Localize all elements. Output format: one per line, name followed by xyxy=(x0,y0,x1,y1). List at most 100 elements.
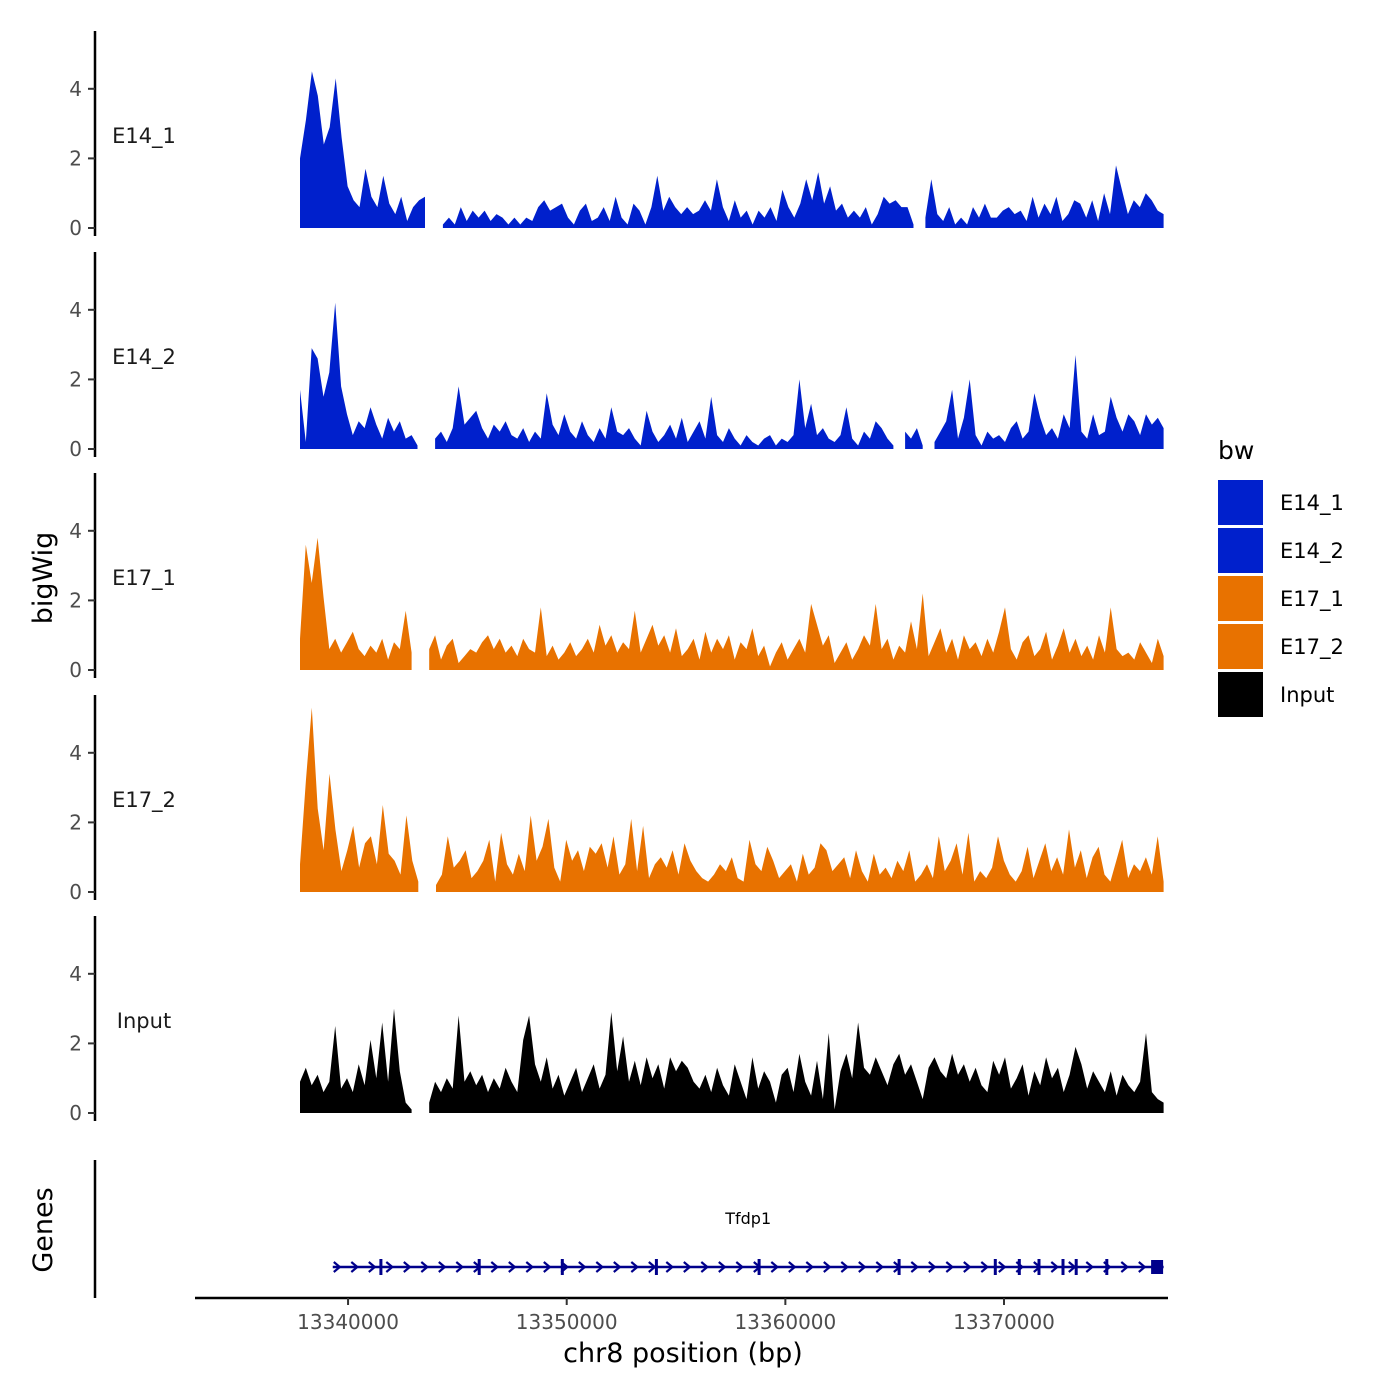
exon-mark xyxy=(1074,1259,1078,1275)
signal-area-Input xyxy=(300,1008,1164,1113)
legend-entry-label: E14_1 xyxy=(1280,491,1344,516)
y-axis-title: bigWig xyxy=(28,532,59,625)
strand-arrow-icon xyxy=(368,1261,377,1273)
legend: bw E14_1 E14_2 E17_1 E17_2 Input xyxy=(1218,436,1344,717)
strand-arrow-icon xyxy=(438,1261,447,1273)
strand-arrow-icon xyxy=(613,1261,622,1273)
strand-arrow-icon xyxy=(980,1261,990,1273)
x-axis: 13340000 13350000 13360000 13370000 xyxy=(195,1296,1168,1334)
y-tick-label: 0 xyxy=(69,658,82,682)
strand-arrow-icon xyxy=(665,1261,675,1273)
x-tick-label: 13360000 xyxy=(734,1310,836,1334)
exon-mark xyxy=(560,1259,564,1275)
strand-arrow-icon xyxy=(1050,1261,1060,1273)
track-label: E14_2 xyxy=(112,345,176,370)
y-tick-label: 0 xyxy=(69,1101,82,1125)
exon-mark xyxy=(379,1259,383,1275)
signal-area-E14_1 xyxy=(300,71,1164,229)
exon-mark xyxy=(897,1259,901,1275)
legend-swatch xyxy=(1218,480,1263,525)
x-axis-title: chr8 position (bp) xyxy=(563,1338,803,1369)
gene-track: Tfdp1 xyxy=(93,1160,1164,1298)
strand-arrow-icon xyxy=(928,1261,937,1273)
track-E14_1: 0 2 4 E14_1 xyxy=(69,31,1164,240)
track-label: E17_1 xyxy=(112,566,176,591)
strand-arrow-icon xyxy=(455,1261,465,1273)
strand-arrow-icon xyxy=(543,1261,552,1273)
legend-title: bw xyxy=(1218,436,1254,465)
strand-arrow-icon xyxy=(805,1261,815,1273)
track-label: Input xyxy=(117,1009,171,1033)
strand-arrow-icon xyxy=(683,1261,692,1273)
legend-entry-label: E17_1 xyxy=(1280,587,1344,612)
signal-tracks: 0 2 4 E14_1 0 2 4 E14_2 0 2 4 E17_1 0 2 4 E17_2 0 2 4 Input xyxy=(69,31,1164,1125)
strand-arrow-icon xyxy=(700,1261,710,1273)
signal-area-E17_1 xyxy=(300,537,1164,670)
x-tick-label: 13370000 xyxy=(953,1310,1055,1334)
y-tick-label: 2 xyxy=(69,367,82,391)
y-tick-label: 4 xyxy=(69,741,82,765)
strand-arrow-icon xyxy=(875,1261,885,1273)
legend-entry-label: E14_2 xyxy=(1280,539,1344,564)
strand-arrow-icon xyxy=(385,1261,395,1273)
track-E14_2: 0 2 4 E14_2 xyxy=(69,252,1164,461)
strand-arrow-icon xyxy=(770,1261,780,1273)
y-tick-label: 0 xyxy=(69,880,82,904)
y-tick-label: 2 xyxy=(69,810,82,834)
legend-entry-label: E17_2 xyxy=(1280,635,1344,660)
y-tick-label: 4 xyxy=(69,519,82,543)
legend-swatch xyxy=(1218,624,1263,669)
legend-swatch xyxy=(1218,528,1263,573)
signal-area-E14_2 xyxy=(300,302,1164,449)
y-tick-label: 4 xyxy=(69,77,82,101)
strand-arrow-icon xyxy=(1120,1261,1130,1273)
exon-mark xyxy=(757,1259,761,1275)
exon-mark xyxy=(654,1259,658,1275)
exon-mark xyxy=(1151,1260,1164,1274)
y-tick-label: 0 xyxy=(69,216,82,240)
strand-arrow-icon xyxy=(945,1261,955,1273)
exon-mark xyxy=(1037,1259,1041,1275)
y-tick-label: 2 xyxy=(69,146,82,170)
legend-swatch xyxy=(1218,576,1263,621)
gene-name-label: Tfdp1 xyxy=(724,1209,771,1228)
strand-arrow-icon xyxy=(490,1261,500,1273)
strand-arrow-icon xyxy=(823,1261,832,1273)
strand-arrow-icon xyxy=(525,1261,535,1273)
strand-arrow-icon xyxy=(963,1261,972,1273)
strand-arrow-icon xyxy=(403,1261,412,1273)
exon-mark xyxy=(1061,1259,1065,1275)
x-tick-label: 13350000 xyxy=(516,1310,618,1334)
y-tick-label: 0 xyxy=(69,437,82,461)
y-tick-label: 4 xyxy=(69,962,82,986)
strand-arrow-icon xyxy=(735,1261,745,1273)
exon-mark xyxy=(477,1259,481,1275)
exon-mark xyxy=(1105,1259,1109,1275)
signal-area-E17_2 xyxy=(300,707,1164,892)
strand-arrow-icon xyxy=(858,1261,867,1273)
strand-arrow-icon xyxy=(840,1261,850,1273)
y-tick-label: 2 xyxy=(69,1031,82,1055)
strand-arrow-icon xyxy=(998,1261,1007,1273)
strand-arrow-icon xyxy=(508,1261,517,1273)
y-tick-label: 4 xyxy=(69,298,82,322)
track-Input: 0 2 4 Input xyxy=(69,916,1164,1125)
strand-arrow-icon xyxy=(1085,1261,1095,1273)
track-E17_1: 0 2 4 E17_1 xyxy=(69,473,1164,682)
genes-track-title: Genes xyxy=(28,1187,59,1272)
y-tick-label: 2 xyxy=(69,588,82,612)
strand-arrow-icon xyxy=(350,1261,360,1273)
strand-arrow-icon xyxy=(788,1261,797,1273)
strand-arrow-icon xyxy=(595,1261,605,1273)
track-label: E14_1 xyxy=(112,124,176,149)
strand-arrow-icon xyxy=(420,1261,430,1273)
strand-arrow-icon xyxy=(718,1261,727,1273)
strand-arrow-icon xyxy=(630,1261,640,1273)
strand-arrow-icon xyxy=(648,1261,657,1273)
legend-entry-label: Input xyxy=(1280,683,1334,707)
exon-mark xyxy=(1017,1259,1021,1275)
x-tick-label: 13340000 xyxy=(297,1310,399,1334)
track-label: E17_2 xyxy=(112,788,176,813)
